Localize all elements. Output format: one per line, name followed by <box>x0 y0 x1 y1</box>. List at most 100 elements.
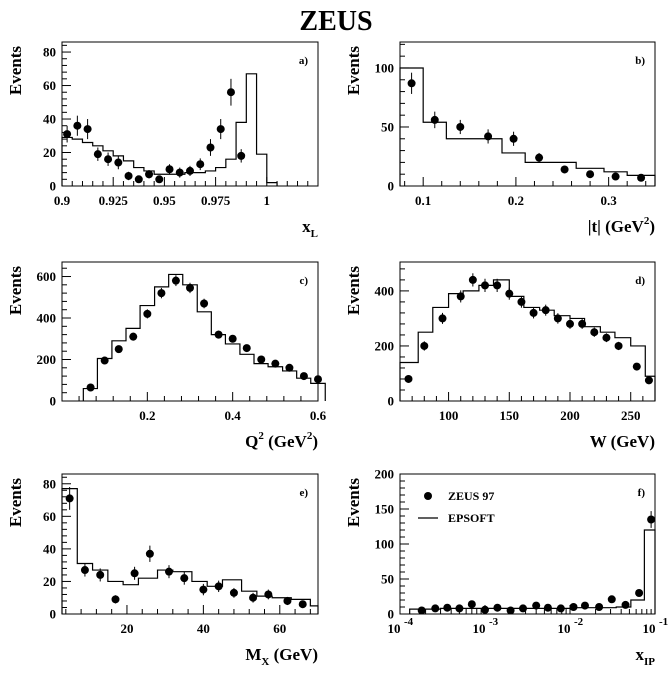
y-axis-label: Events <box>344 478 363 528</box>
y-axis-label: Events <box>6 46 25 96</box>
data-point <box>155 175 164 184</box>
y-tick-label: 200 <box>375 467 395 482</box>
data-point <box>438 314 447 323</box>
panel-grid: 0 20 40 60 80 0.9 0.925 0.95 0.975 1 Events xL a) 0 50… <box>6 41 668 668</box>
data-point <box>171 276 180 285</box>
x-tick-label: 0.1 <box>415 193 431 208</box>
figure-title: ZEUS <box>299 6 372 37</box>
data-point <box>216 125 225 134</box>
legend-label: ZEUS 97 <box>448 489 494 503</box>
x-tick-exponent: -4 <box>404 616 414 628</box>
x-tick-label: 1 <box>264 193 271 208</box>
data-point <box>644 376 653 385</box>
data-point <box>299 372 308 381</box>
data-point <box>83 125 92 134</box>
mc-histogram <box>409 529 656 614</box>
y-tick-label: 200 <box>375 338 395 353</box>
data-point <box>114 158 123 167</box>
data-point <box>145 549 154 558</box>
data-point <box>100 356 109 365</box>
data-point <box>493 603 502 612</box>
data-point <box>553 314 562 323</box>
legend-label: EPSOFT <box>448 511 495 525</box>
mc-histogram <box>399 67 656 186</box>
data-point <box>467 600 476 609</box>
data-point <box>535 153 544 162</box>
x-tick-label: 10 <box>558 621 571 636</box>
y-tick-label: 80 <box>43 45 56 60</box>
x-tick-label: 0.95 <box>153 193 176 208</box>
y-axis-label: Events <box>6 478 25 528</box>
x-tick-label: 0.2 <box>139 408 155 423</box>
data-point <box>621 600 630 609</box>
data-point <box>580 601 589 610</box>
data-point <box>314 375 322 384</box>
y-tick-label: 60 <box>43 509 56 524</box>
data-point <box>145 170 154 179</box>
x-tick-label: 0.6 <box>310 408 327 423</box>
data-point <box>407 79 416 88</box>
mc-histogram <box>61 488 319 614</box>
legend: ZEUS 97 EPSOFT <box>418 489 495 525</box>
panel-b: 0 50 100 0.1 0.2 0.3 Events |t| (GeV2) b) <box>344 41 656 236</box>
data-point <box>165 165 174 174</box>
data-point <box>586 170 595 179</box>
legend-marker <box>424 492 432 500</box>
y-tick-label: 80 <box>43 476 56 491</box>
data-point <box>249 593 258 602</box>
data-point <box>431 604 440 613</box>
axes-frame <box>399 473 656 615</box>
data-point <box>264 590 273 599</box>
data-point <box>285 363 294 372</box>
panel-label: a) <box>299 55 309 67</box>
panel-label: c) <box>299 275 308 287</box>
y-axis-label: Events <box>344 46 363 96</box>
data-point <box>143 309 152 318</box>
data-point <box>632 362 641 371</box>
data-point <box>404 374 413 383</box>
data-point <box>611 172 620 181</box>
y-tick-label: 20 <box>43 145 56 160</box>
data-point <box>186 283 194 292</box>
data-point <box>196 160 205 169</box>
y-tick-label: 50 <box>381 119 394 134</box>
x-tick-label: 0.975 <box>201 193 231 208</box>
data-point <box>271 359 280 368</box>
data-point <box>607 595 616 604</box>
data-point <box>175 168 184 177</box>
y-tick-label: 40 <box>43 541 56 556</box>
data-point <box>566 319 574 328</box>
data-point <box>506 606 515 615</box>
y-tick-label: 400 <box>37 311 57 326</box>
y-tick-label: 60 <box>43 78 56 93</box>
y-tick-label: 0 <box>50 179 57 194</box>
x-axis-label: MX (GeV) <box>245 645 318 668</box>
data-point <box>111 595 120 604</box>
panel-d: 0 200 400 100 150 200 250 Events W (GeV) d) <box>344 261 656 451</box>
x-tick-label: 250 <box>621 408 641 423</box>
x-tick-label: 0.4 <box>225 408 242 423</box>
panel-label: e) <box>299 487 308 499</box>
data-point <box>228 334 237 343</box>
x-tick-label: 20 <box>120 621 133 636</box>
x-tick-label: 40 <box>197 621 210 636</box>
x-axis-label: Q2 (GeV2) <box>245 430 318 451</box>
x-tick-label: 10 <box>643 621 656 636</box>
x-axis-label: W (GeV) <box>590 432 655 451</box>
data-point <box>543 603 552 612</box>
x-tick-exponent: -3 <box>489 616 499 628</box>
axes-frame <box>399 261 656 402</box>
y-tick-label: 20 <box>43 574 56 589</box>
x-tick-label: 60 <box>273 621 286 636</box>
data-point <box>199 585 208 594</box>
data-point <box>164 567 173 576</box>
y-axis-label: Events <box>6 266 25 316</box>
y-tick-label: 0 <box>388 179 395 194</box>
data-point <box>456 292 465 301</box>
data-point <box>157 289 166 298</box>
panel-label: b) <box>635 55 645 67</box>
x-axis-label: xIP <box>636 645 656 668</box>
data-point <box>242 344 251 353</box>
x-tick-exponent: -2 <box>574 616 584 628</box>
data-point <box>493 281 502 290</box>
